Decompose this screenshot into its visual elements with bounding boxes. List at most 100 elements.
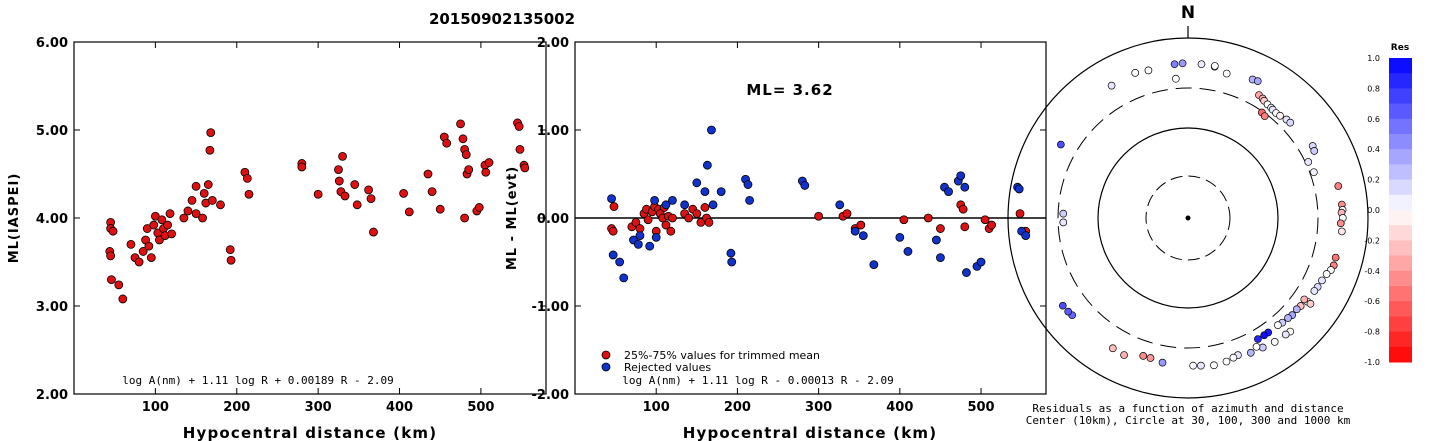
data-point (960, 222, 970, 232)
data-point (1210, 361, 1218, 370)
y-tick-label: 6.00 (36, 36, 68, 51)
data-point (1281, 330, 1290, 339)
data-point (619, 273, 629, 283)
data-point (1059, 209, 1068, 218)
data-point (608, 226, 618, 236)
x-tick-label: 100 (643, 400, 670, 415)
data-point (114, 280, 124, 290)
data-point (206, 128, 216, 138)
data-point (225, 245, 235, 255)
data-point (700, 203, 710, 212)
colorbar: Res 1.0 0.8 0.6 0.4 0.2 0.0 -0.2 -0.4 -0.6 -0.8 -1… (1364, 43, 1412, 367)
data-point (138, 247, 148, 256)
data-point (179, 213, 189, 223)
data-point (1310, 287, 1319, 295)
data-point (191, 209, 201, 219)
x-axis-label: Hypocentral distance (km) (683, 424, 938, 441)
data-point (1189, 361, 1198, 370)
x-tick-label: 200 (724, 400, 751, 415)
colorbar-cell (1389, 270, 1412, 287)
x-ticks: 100 200 300 400 500 (643, 42, 995, 415)
colorbar-cell (1389, 225, 1412, 241)
data-point (464, 165, 474, 175)
data-point (702, 160, 712, 170)
data-point (163, 220, 172, 230)
colorbar-cell (1389, 301, 1412, 317)
data-point (244, 189, 254, 199)
data-point (157, 215, 167, 225)
data-point (1284, 314, 1292, 322)
circle-300km (1057, 87, 1319, 349)
data-point (435, 204, 445, 214)
data-point (931, 235, 941, 245)
data-point (514, 122, 524, 131)
circle-30km (1145, 175, 1231, 261)
data-point (1108, 344, 1117, 353)
data-point (187, 195, 197, 205)
data-point (1254, 335, 1262, 343)
data-point (149, 220, 159, 230)
formula-text: log A(nm) + 1.11 log R - 0.00013 R - 2.0… (622, 374, 894, 387)
data-point (1056, 140, 1065, 149)
y-tick-label: 3.00 (36, 300, 68, 315)
data-point (203, 180, 213, 189)
data-point (183, 206, 193, 216)
x-tick-label: 500 (967, 400, 994, 415)
data-point (1318, 276, 1326, 285)
data-point (1300, 295, 1309, 304)
data-point (1260, 331, 1268, 340)
data-point (484, 158, 494, 167)
colorbar-label: 0.8 (1367, 84, 1380, 93)
data-point (126, 239, 136, 249)
data-point (313, 189, 323, 199)
data-point (334, 165, 343, 175)
data-point (515, 144, 525, 154)
data-point (338, 151, 347, 161)
data-point (1222, 357, 1231, 366)
data-point (643, 215, 653, 225)
data-point (680, 200, 690, 210)
data-point (352, 200, 362, 210)
data-point (668, 213, 677, 223)
data-point (743, 180, 753, 189)
data-point (404, 207, 414, 217)
data-point (1170, 60, 1179, 69)
data-point (1158, 358, 1167, 367)
data-point (1334, 182, 1343, 190)
data-point (369, 227, 378, 237)
colorbar-cell (1389, 179, 1412, 196)
data-point (895, 232, 905, 242)
data-point (1260, 112, 1269, 121)
colorbar-cell (1389, 255, 1412, 272)
colorbar-cell (1389, 331, 1412, 348)
data-point (1222, 69, 1231, 78)
formula-text: log A(nm) + 1.11 log R + 0.00189 R - 2.0… (122, 374, 394, 387)
data-point (869, 260, 879, 270)
data-point (1252, 342, 1261, 351)
data-point (608, 250, 618, 260)
data-point (107, 275, 116, 285)
data-point (1059, 218, 1068, 227)
colorbar-cell (1389, 88, 1412, 105)
colorbar-cell (1389, 346, 1412, 363)
y-ticks: 2.00 3.00 4.00 5.00 6.00 (36, 36, 546, 403)
colorbar-cell (1389, 118, 1412, 135)
data-point (1253, 77, 1262, 85)
data-point (460, 213, 470, 223)
data-point (1015, 209, 1025, 219)
data-point (1246, 348, 1255, 357)
data-point (615, 257, 625, 267)
data-point (481, 167, 491, 177)
data-point (1306, 299, 1315, 308)
colorbar-label: 1.0 (1367, 54, 1380, 63)
data-point (216, 200, 225, 210)
colorbar-cell (1389, 149, 1412, 165)
legend-marker-rejected (601, 362, 611, 372)
data-point (118, 294, 128, 304)
data-point (635, 231, 645, 241)
north-label: N (1181, 3, 1195, 23)
colorbar-label: -0.6 (1364, 297, 1380, 306)
data-points (105, 118, 530, 304)
data-point (956, 171, 966, 181)
data-point (1178, 59, 1187, 68)
